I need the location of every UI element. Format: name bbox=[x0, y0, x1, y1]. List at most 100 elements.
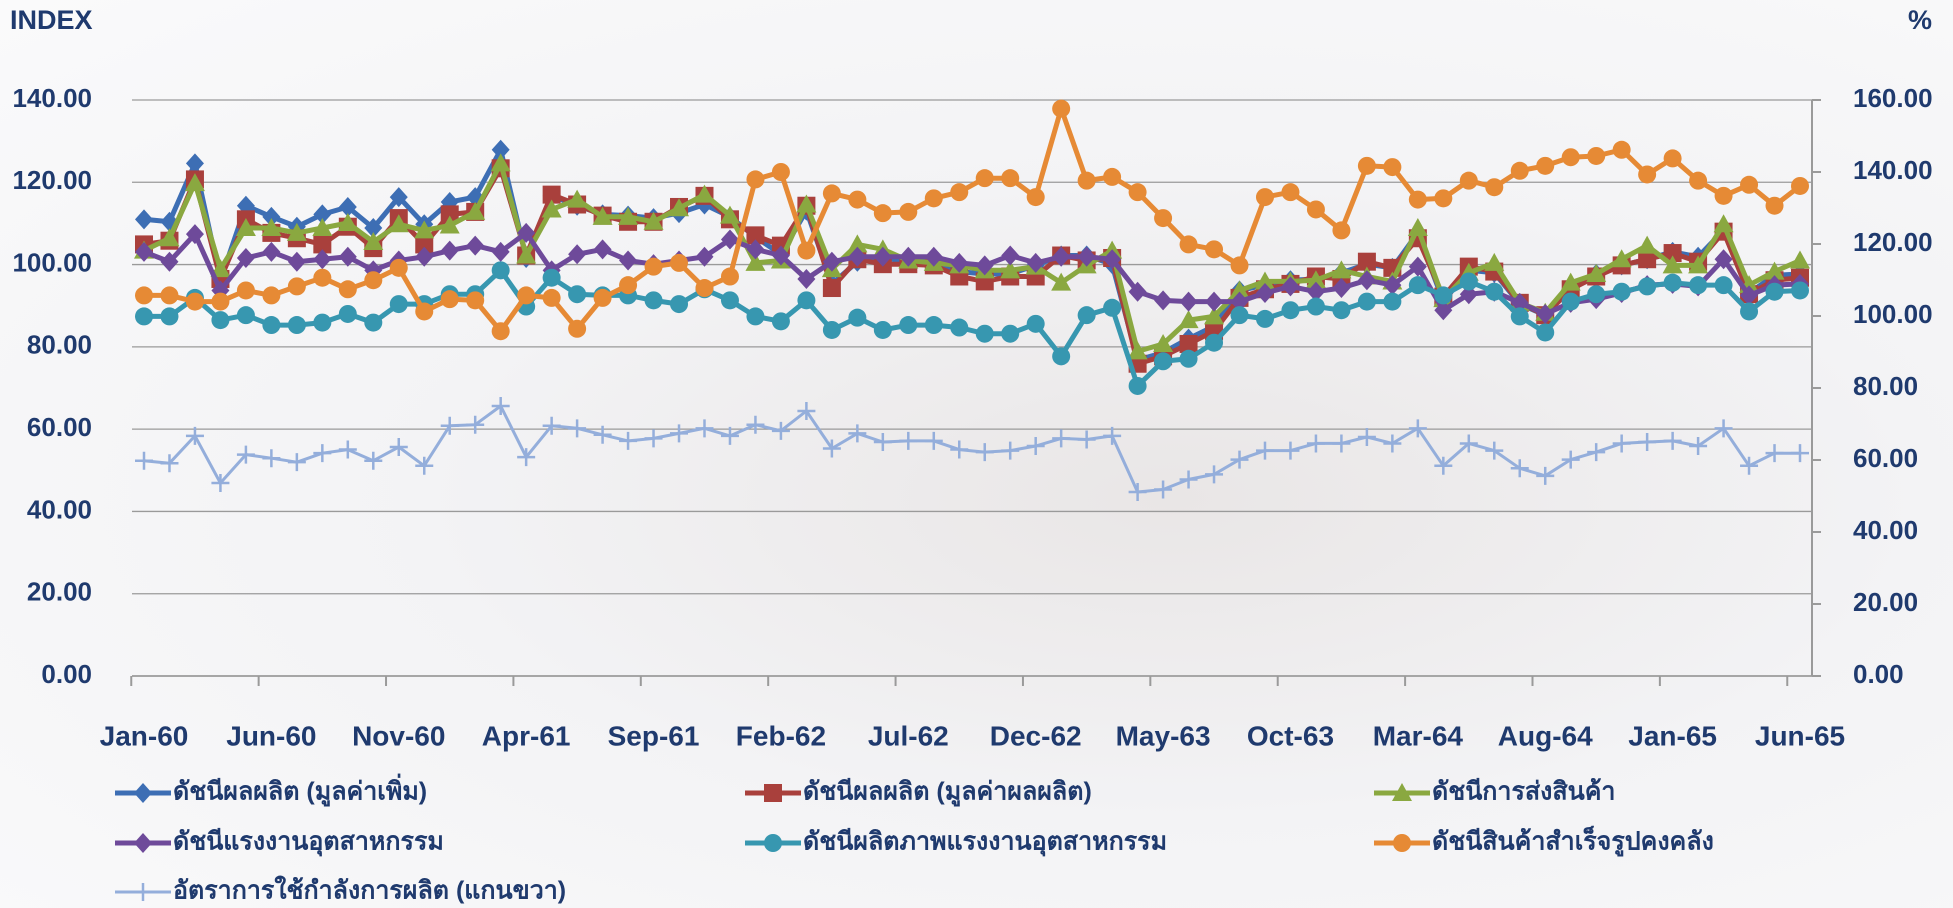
marker bbox=[135, 241, 153, 262]
marker bbox=[1638, 250, 1657, 269]
legend-marker bbox=[764, 784, 782, 802]
marker bbox=[1765, 282, 1784, 301]
marker bbox=[236, 306, 255, 325]
marker bbox=[1255, 282, 1274, 303]
marker bbox=[568, 419, 587, 438]
marker bbox=[746, 415, 765, 434]
marker bbox=[160, 251, 179, 272]
marker bbox=[1383, 434, 1402, 453]
marker bbox=[389, 295, 408, 314]
marker bbox=[1000, 260, 1021, 279]
marker bbox=[848, 308, 867, 327]
marker bbox=[1103, 249, 1122, 270]
marker bbox=[490, 153, 511, 172]
marker bbox=[873, 320, 892, 339]
marker bbox=[542, 268, 561, 287]
marker bbox=[568, 244, 587, 265]
marker bbox=[1230, 256, 1249, 275]
marker bbox=[313, 235, 332, 254]
marker bbox=[337, 213, 358, 232]
marker bbox=[542, 185, 561, 204]
marker bbox=[1179, 291, 1198, 312]
marker bbox=[1001, 245, 1020, 266]
marker bbox=[1637, 235, 1658, 254]
marker bbox=[1128, 376, 1147, 395]
marker bbox=[695, 279, 714, 298]
marker bbox=[924, 316, 943, 335]
marker bbox=[1408, 419, 1427, 438]
marker bbox=[771, 312, 790, 331]
marker bbox=[1128, 483, 1147, 502]
marker bbox=[593, 239, 612, 260]
marker bbox=[899, 431, 918, 450]
marker bbox=[466, 291, 485, 310]
marker bbox=[491, 322, 510, 341]
marker bbox=[389, 187, 408, 208]
marker bbox=[364, 451, 383, 470]
marker bbox=[313, 249, 332, 270]
marker bbox=[1510, 161, 1529, 180]
y2-tick-label: 60.00 bbox=[1853, 443, 1918, 473]
y2-tick-label: 20.00 bbox=[1853, 587, 1918, 617]
marker bbox=[1026, 188, 1045, 207]
marker bbox=[899, 202, 918, 221]
marker bbox=[364, 217, 383, 238]
marker bbox=[1103, 167, 1122, 186]
marker bbox=[720, 426, 739, 445]
y2-axis-title: % bbox=[1908, 5, 1932, 35]
marker bbox=[1663, 149, 1682, 168]
marker bbox=[1434, 300, 1453, 321]
marker bbox=[822, 320, 841, 339]
marker bbox=[287, 316, 306, 335]
marker bbox=[1254, 271, 1275, 290]
marker bbox=[338, 196, 357, 217]
marker bbox=[822, 184, 841, 203]
marker bbox=[313, 444, 332, 463]
marker bbox=[1408, 190, 1427, 209]
marker bbox=[338, 440, 357, 459]
marker bbox=[771, 421, 790, 440]
marker bbox=[185, 426, 204, 445]
marker bbox=[1154, 352, 1173, 371]
marker bbox=[1306, 434, 1325, 453]
x-tick-label: Dec-62 bbox=[990, 720, 1082, 751]
marker bbox=[287, 453, 306, 472]
marker bbox=[465, 201, 486, 220]
marker bbox=[135, 451, 153, 470]
marker bbox=[669, 198, 690, 217]
legend-marker bbox=[134, 783, 152, 803]
legend-label: ดัชนีผลผลิต (มูลค่าเพิ่ม) bbox=[173, 774, 427, 808]
marker bbox=[491, 241, 510, 262]
marker bbox=[1001, 441, 1020, 460]
marker bbox=[313, 313, 332, 332]
marker bbox=[184, 173, 205, 192]
marker bbox=[364, 313, 383, 332]
marker bbox=[135, 307, 153, 326]
marker bbox=[516, 245, 537, 264]
series bbox=[135, 139, 1809, 371]
marker bbox=[644, 257, 663, 276]
marker bbox=[1587, 146, 1606, 165]
marker bbox=[1026, 314, 1045, 333]
marker bbox=[1128, 281, 1147, 302]
marker bbox=[1357, 270, 1376, 291]
marker bbox=[287, 251, 306, 272]
marker bbox=[1510, 307, 1529, 326]
marker bbox=[848, 424, 867, 443]
marker bbox=[873, 204, 892, 223]
marker bbox=[1357, 252, 1376, 271]
marker bbox=[185, 292, 204, 311]
marker bbox=[235, 217, 256, 236]
marker bbox=[1740, 285, 1759, 306]
marker bbox=[822, 279, 841, 298]
legend-label: ดัชนีสินค้าสำเร็จรูปคงคลัง bbox=[1432, 826, 1714, 858]
marker bbox=[975, 255, 994, 276]
marker bbox=[1764, 261, 1785, 280]
marker bbox=[1611, 249, 1632, 268]
marker bbox=[1281, 301, 1300, 320]
marker bbox=[848, 190, 867, 209]
y-tick-label: 140.00 bbox=[12, 83, 92, 113]
marker bbox=[160, 286, 179, 305]
